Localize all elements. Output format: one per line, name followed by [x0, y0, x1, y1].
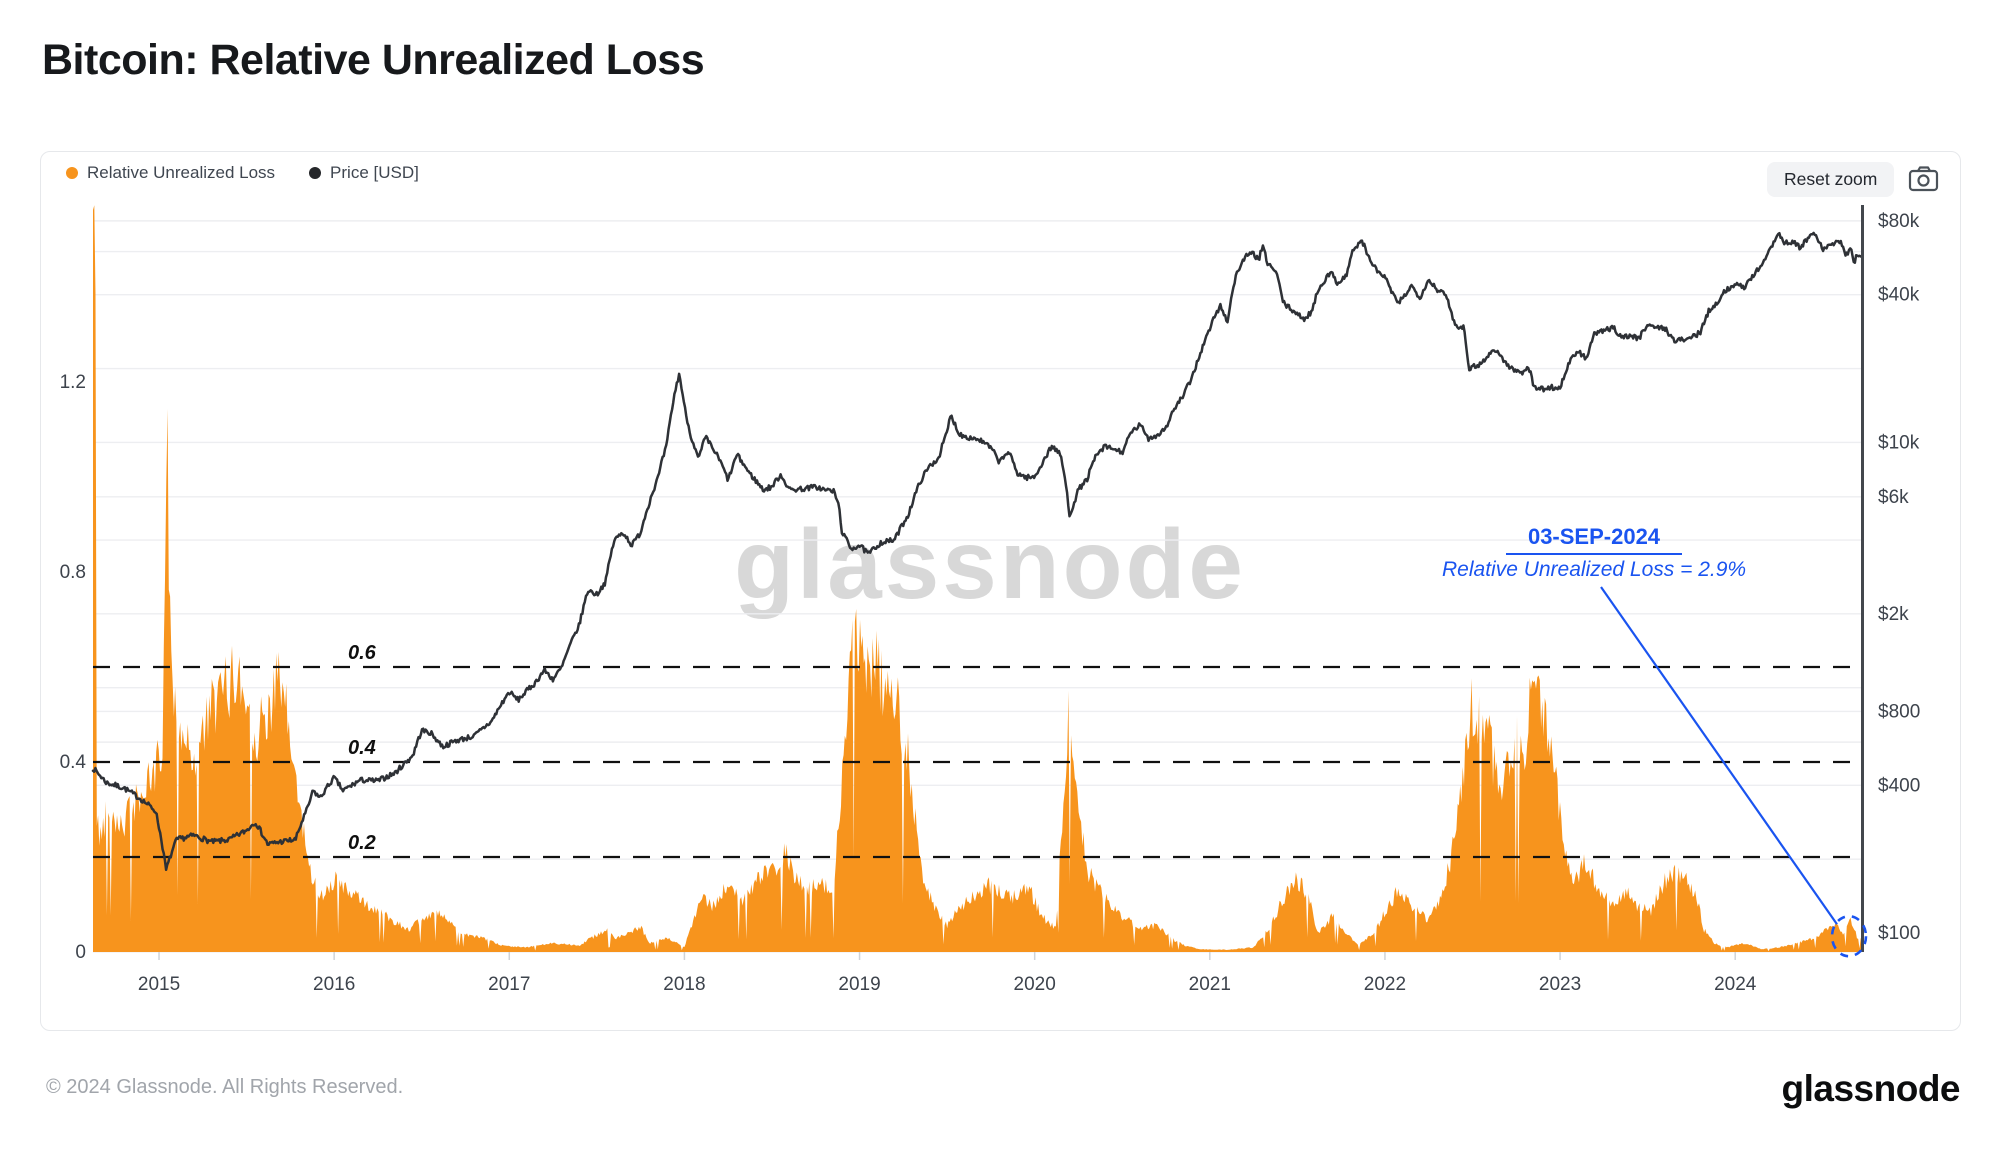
x-axis-tick-label: 2023: [1539, 974, 1581, 995]
chart-panel: [40, 151, 1961, 1031]
x-axis-tick-label: 2020: [1014, 974, 1056, 995]
glassnode-logo: glassnode: [1781, 1068, 1961, 1109]
x-axis-tick-label: 2019: [838, 974, 880, 995]
legend-item-relative-unrealized-loss[interactable]: Relative Unrealized Loss: [66, 163, 275, 183]
y-axis-left-tick-label: 0: [75, 942, 86, 963]
x-axis-tick-label: 2015: [138, 974, 180, 995]
y-axis-left-tick-label: 1.2: [60, 372, 86, 393]
annotation-callout: 03-SEP-2024 Relative Unrealized Loss = 2…: [1442, 524, 1746, 582]
annotation-text: Relative Unrealized Loss = 2.9%: [1442, 558, 1747, 581]
reset-zoom-button[interactable]: Reset zoom: [1767, 162, 1895, 197]
legend-dot-black-icon: [309, 167, 322, 179]
y-axis-right-tick-label: $800: [1878, 701, 1920, 722]
annotation-pointer-line: [1600, 586, 1838, 925]
y-axis-right-tick-label: $400: [1878, 775, 1920, 796]
camera-icon: [1908, 166, 1939, 192]
y-axis-right-tick-label: $10k: [1878, 432, 1920, 453]
chart-legend: Relative Unrealized Loss Price [USD]: [66, 163, 419, 183]
legend-label: Relative Unrealized Loss: [87, 163, 276, 182]
page-title: Bitcoin: Relative Unrealized Loss: [42, 36, 705, 84]
copyright-text: © 2024 Glassnode. All Rights Reserved.: [46, 1076, 404, 1098]
x-axis-tick-label: 2024: [1714, 974, 1757, 995]
legend-item-price-usd[interactable]: Price [USD]: [309, 163, 419, 183]
annotation-date: 03-SEP-2024: [1505, 524, 1683, 555]
x-axis-tick-label: 2016: [313, 974, 355, 995]
x-axis-tick-label: 2022: [1364, 974, 1406, 995]
legend-dot-orange-icon: [66, 167, 78, 179]
threshold-label: 0.6: [348, 642, 377, 664]
y-axis-right-tick-label: $2k: [1878, 604, 1909, 625]
y-axis-right-tick-label: $6k: [1878, 487, 1909, 508]
threshold-label: 0.4: [348, 737, 376, 759]
x-axis-tick-label: 2021: [1189, 974, 1231, 995]
threshold-label: 0.2: [348, 832, 376, 854]
x-axis-tick-label: 2017: [488, 974, 530, 995]
annotation-highlight-circle: [1830, 914, 1868, 958]
y-axis-left-tick-label: 0.4: [60, 752, 87, 773]
x-axis-tick-label: 2018: [663, 974, 705, 995]
series-price-usd: [91, 231, 1864, 872]
series-relative-unrealized-loss: [93, 205, 1862, 953]
y-axis-right-tick-label: $80k: [1878, 211, 1920, 232]
y-axis-left-tick-label: 0.8: [60, 562, 86, 583]
y-axis-right-tick-label: $40k: [1878, 285, 1920, 306]
camera-button[interactable]: [1905, 163, 1943, 193]
y-axis-right-tick-label: $100: [1878, 923, 1920, 944]
legend-label: Price [USD]: [330, 163, 419, 182]
watermark: glassnode: [734, 509, 1246, 619]
